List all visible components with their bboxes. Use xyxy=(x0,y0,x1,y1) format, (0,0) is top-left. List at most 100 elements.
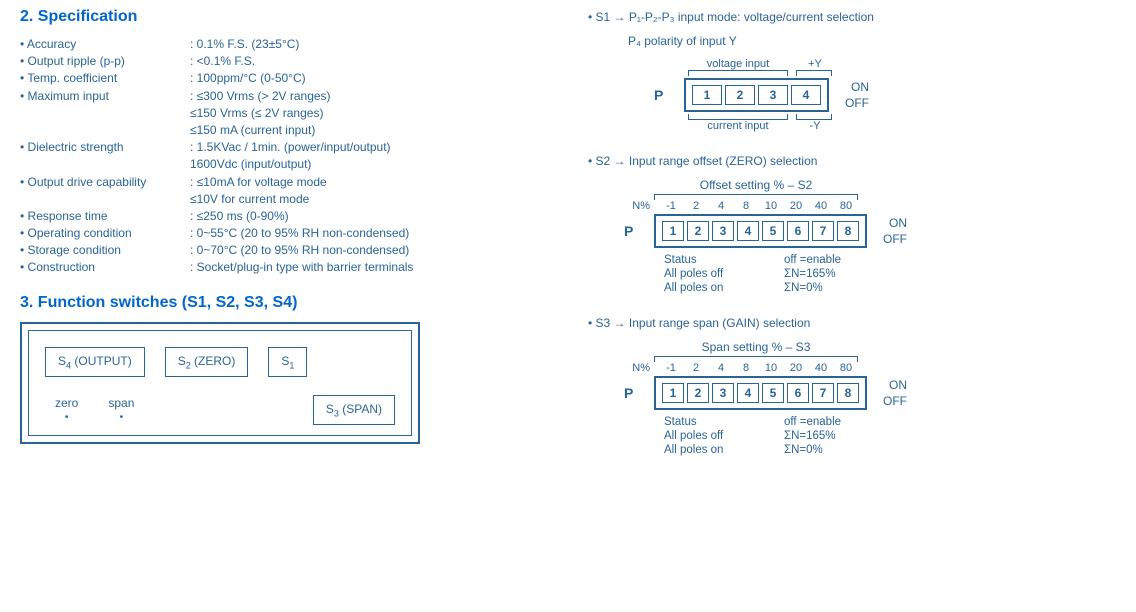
spec-row: Dielectric strength1.5KVac / 1min. (powe… xyxy=(20,139,548,155)
s1-cell: 1 xyxy=(692,85,722,105)
pct-label: 4 xyxy=(710,362,732,374)
spec-label: Dielectric strength xyxy=(20,139,190,155)
spec-value: 0~70°C (20 to 95% RH non-condensed) xyxy=(190,242,548,258)
pct-label: 20 xyxy=(785,200,807,212)
pct-label: 10 xyxy=(760,200,782,212)
spec-value: ≤250 ms (0-90%) xyxy=(190,208,548,224)
dip-cell: 3 xyxy=(712,383,734,403)
s3-status: Statusoff =enable All poles offΣN=165% A… xyxy=(618,416,1116,456)
s3-head: • S3 → Input range span (GAIN) selection xyxy=(588,316,1116,330)
dip-cell: 4 xyxy=(737,383,759,403)
s3-nlabel: N% xyxy=(618,362,654,374)
s3-dip: P ON OFF 12345678 xyxy=(618,376,907,410)
spec-value: ≤300 Vrms (> 2V ranges) xyxy=(190,88,548,104)
spec-value: 1.5KVac / 1min. (power/input/output) xyxy=(190,139,548,155)
s1-cell: 4 xyxy=(791,85,821,105)
spec-row: Output drive capability≤10mA for voltage… xyxy=(20,174,548,190)
s3-on: ON xyxy=(889,378,907,392)
s1-dip: P ON OFF 1 2 3 4 xyxy=(648,78,869,112)
dip-cell: 7 xyxy=(812,221,834,241)
dip-cell: 5 xyxy=(762,383,784,403)
fsw-span: span• xyxy=(108,397,134,423)
pct-label: 2 xyxy=(685,362,707,374)
fsw-s1: S1 xyxy=(268,347,307,377)
pct-label: -1 xyxy=(660,362,682,374)
dip-cell: 4 xyxy=(737,221,759,241)
dip-cell: 8 xyxy=(837,383,859,403)
fsw-heading: 3. Function switches (S1, S2, S3, S4) xyxy=(20,294,548,312)
spec-value: ≤10mA for voltage mode xyxy=(190,174,548,190)
dip-cell: 2 xyxy=(687,383,709,403)
s2-off: OFF xyxy=(883,232,907,246)
s2-p-label: P xyxy=(624,223,633,239)
spec-row: Temp. coefficient100ppm/°C (0-50°C) xyxy=(20,70,548,86)
spec-value: ≤150 mA (current input) xyxy=(20,122,548,138)
dip-cell: 6 xyxy=(787,221,809,241)
spec-row: Response time≤250 ms (0-90%) xyxy=(20,208,548,224)
pct-label: 80 xyxy=(835,362,857,374)
spec-value: 0~55°C (20 to 95% RH non-condensed) xyxy=(190,225,548,241)
pct-label: 10 xyxy=(760,362,782,374)
fsw-s2: S2 (ZERO) xyxy=(165,347,249,377)
spec-value: Socket/plug-in type with barrier termina… xyxy=(190,259,548,275)
left-column: 2. Specification Accuracy0.1% F.S. (23±5… xyxy=(20,8,578,604)
fsw-s3: S3 (SPAN) xyxy=(313,395,395,425)
spec-label: Response time xyxy=(20,208,190,224)
spec-row: Output ripple (p-p)<0.1% F.S. xyxy=(20,53,548,69)
s1-cell: 2 xyxy=(725,85,755,105)
spec-row: Operating condition0~55°C (20 to 95% RH … xyxy=(20,225,548,241)
spec-value: 100ppm/°C (0-50°C) xyxy=(190,70,548,86)
spec-label: Temp. coefficient xyxy=(20,70,190,86)
s1-head1: • S1 → P₁-P₂-P₃ input mode: voltage/curr… xyxy=(588,10,1116,24)
spec-row: Accuracy0.1% F.S. (23±5°C) xyxy=(20,36,548,52)
pct-label: -1 xyxy=(660,200,682,212)
s3-off: OFF xyxy=(883,394,907,408)
dip-cell: 5 xyxy=(762,221,784,241)
pct-label: 2 xyxy=(685,200,707,212)
pct-label: 4 xyxy=(710,200,732,212)
s2-nlabel: N% xyxy=(618,200,654,212)
spec-value: 0.1% F.S. (23±5°C) xyxy=(190,36,548,52)
spec-row: Storage condition0~70°C (20 to 95% RH no… xyxy=(20,242,548,258)
spec-label: Construction xyxy=(20,259,190,275)
spec-label: Output ripple (p-p) xyxy=(20,53,190,69)
s1-bot-minus-y: -Y xyxy=(792,120,836,132)
spec-label: Maximum input xyxy=(20,88,190,104)
s1-section: • S1 → P₁-P₂-P₃ input mode: voltage/curr… xyxy=(588,10,1116,132)
s1-on: ON xyxy=(851,80,869,94)
spec-value: 1600Vdc (input/output) xyxy=(20,156,548,172)
spec-row: ≤150 mA (current input) xyxy=(20,122,548,138)
spec-table: Accuracy0.1% F.S. (23±5°C)Output ripple … xyxy=(20,36,548,276)
pct-label: 20 xyxy=(785,362,807,374)
s2-dip: P ON OFF 12345678 xyxy=(618,214,907,248)
s1-top-plus-y: +Y xyxy=(792,58,836,70)
spec-label: Output drive capability xyxy=(20,174,190,190)
pct-label: 80 xyxy=(835,200,857,212)
spec-row: 1600Vdc (input/output) xyxy=(20,156,548,172)
s1-cell: 3 xyxy=(758,85,788,105)
s3-p-label: P xyxy=(624,385,633,401)
fsw-s4: S4 (OUTPUT) xyxy=(45,347,145,377)
s2-section: • S2 → Input range offset (ZERO) selecti… xyxy=(588,154,1116,294)
s1-off: OFF xyxy=(845,96,869,110)
spec-row: ≤150 Vrms (≤ 2V ranges) xyxy=(20,105,548,121)
dip-cell: 8 xyxy=(837,221,859,241)
pct-label: 8 xyxy=(735,362,757,374)
fsw-diagram: S4 (OUTPUT) S2 (ZERO) S1 zero• span• S3 … xyxy=(20,322,420,445)
s1-p-label: P xyxy=(654,87,663,103)
pct-label: 40 xyxy=(810,200,832,212)
s2-title: Offset setting % – S2 xyxy=(654,178,858,192)
pct-label: 40 xyxy=(810,362,832,374)
s1-head2: P₄ polarity of input Y xyxy=(588,34,1116,48)
right-column: • S1 → P₁-P₂-P₃ input mode: voltage/curr… xyxy=(578,8,1116,604)
s2-on: ON xyxy=(889,216,907,230)
fsw-zero: zero• xyxy=(55,397,78,423)
dip-cell: 1 xyxy=(662,221,684,241)
dip-cell: 3 xyxy=(712,221,734,241)
spec-row: ConstructionSocket/plug-in type with bar… xyxy=(20,259,548,275)
s2-status: Statusoff =enable All poles offΣN=165% A… xyxy=(618,254,1116,294)
dip-cell: 2 xyxy=(687,221,709,241)
s3-section: • S3 → Input range span (GAIN) selection… xyxy=(588,316,1116,456)
spec-label: Accuracy xyxy=(20,36,190,52)
dip-cell: 1 xyxy=(662,383,684,403)
